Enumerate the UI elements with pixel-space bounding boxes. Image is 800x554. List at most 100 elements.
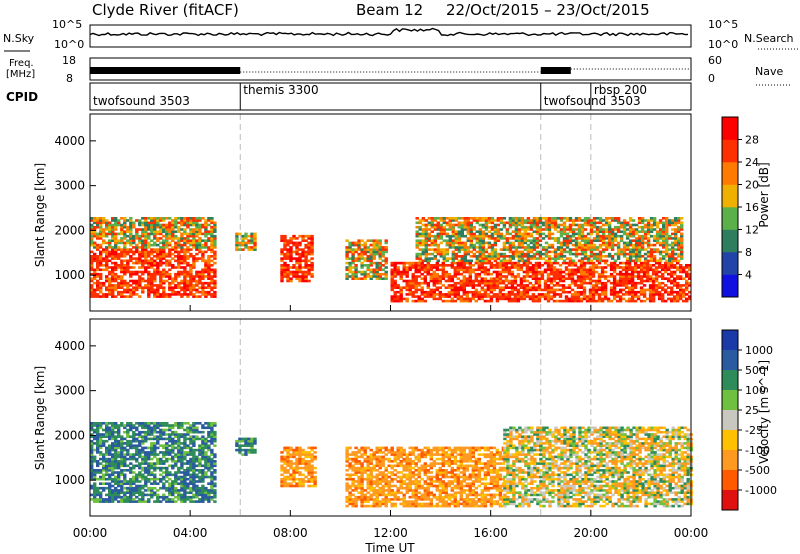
echo-cell (606, 275, 611, 278)
echo-cell (612, 261, 617, 265)
echo-cell (183, 266, 187, 269)
echo-cell (357, 241, 361, 245)
echo-cell (408, 264, 412, 267)
echo-cell (90, 237, 94, 240)
echo-cell (183, 442, 187, 445)
echo-cell (499, 259, 504, 263)
echo-cell (180, 246, 184, 249)
echo-cell (480, 277, 484, 280)
echo-cell (363, 248, 367, 251)
echo-cell (132, 435, 136, 438)
echo-cell (129, 480, 133, 483)
echo-cell (598, 234, 603, 238)
echo-cell (244, 246, 248, 249)
echo-cell (117, 451, 121, 454)
echo-cell (463, 217, 467, 220)
echo-cell (471, 297, 475, 301)
echo-cell (168, 493, 172, 497)
echo-cell (132, 486, 136, 490)
echo-cell (393, 281, 397, 285)
echo-cell (670, 297, 674, 301)
echo-cell (90, 475, 94, 479)
echo-cell (114, 482, 118, 485)
echo-cell (613, 243, 618, 247)
echo-cell (147, 469, 151, 472)
echo-cell (567, 268, 572, 272)
echo-cell (526, 243, 531, 247)
echo-cell (99, 246, 103, 249)
echo-cell (643, 232, 648, 236)
echo-cell (180, 433, 184, 436)
echo-cell (162, 290, 166, 294)
echo-cell (90, 268, 94, 272)
echo-cell (677, 248, 681, 251)
echo-cell (189, 426, 193, 430)
echo-cell (567, 299, 572, 303)
echo-cell (210, 221, 214, 225)
echo-cell (298, 243, 302, 247)
echo-cell (147, 453, 151, 456)
echo-cell (646, 250, 651, 254)
echo-cell (399, 299, 403, 303)
echo-cell (102, 293, 106, 296)
echo-cell (664, 266, 668, 269)
echo-cell (135, 489, 139, 492)
echo-cell (420, 293, 424, 296)
echo-cell (646, 225, 651, 229)
echo-cell (90, 484, 94, 488)
echo-cell (132, 489, 136, 492)
echo-cell (105, 473, 109, 477)
echo-cell (627, 261, 632, 265)
echo-cell (677, 252, 681, 256)
echo-cell (508, 232, 513, 236)
echo-cell (661, 264, 665, 267)
echo-cell (189, 228, 193, 231)
echo-cell (630, 295, 635, 298)
echo-cell (123, 426, 127, 430)
echo-cell (609, 293, 614, 296)
echo-cell (90, 477, 94, 481)
echo-cell (375, 272, 379, 276)
echo-cell (301, 250, 305, 254)
echo-cell (513, 261, 518, 265)
echo-cell (429, 288, 433, 292)
echo-cell (652, 257, 657, 260)
echo-cell (486, 293, 491, 296)
echo-cell (474, 290, 478, 294)
echo-cell (168, 221, 172, 225)
echo-cell (114, 223, 118, 227)
echo-cell (517, 259, 522, 263)
echo-cell (156, 293, 160, 296)
echo-cell (111, 466, 115, 470)
echo-cell (165, 232, 169, 236)
echo-cell (183, 230, 187, 233)
echo-cell (141, 272, 145, 276)
echo-cell (345, 257, 349, 260)
echo-cell (589, 252, 594, 256)
echo-cell (141, 217, 145, 220)
echo-cell (366, 275, 370, 278)
echo-cell (93, 486, 97, 490)
echo-cell (351, 255, 355, 258)
echo-cell (445, 259, 449, 263)
echo-cell (171, 489, 175, 492)
echo-cell (588, 272, 593, 276)
echo-cell (90, 451, 94, 454)
echo-cell (168, 241, 172, 245)
echo-cell (618, 277, 623, 280)
echo-cell (138, 500, 142, 503)
echo-cell (153, 221, 157, 225)
echo-cell (433, 223, 437, 227)
echo-cell (210, 275, 214, 278)
echo-cell (645, 270, 650, 274)
echo-cell (132, 270, 136, 274)
echo-cell (99, 426, 103, 430)
echo-cell (117, 293, 121, 296)
echo-cell (481, 257, 486, 260)
echo-cell (147, 293, 151, 296)
echo-cell (468, 268, 472, 272)
echo-cell (531, 266, 536, 269)
echo-cell (192, 237, 196, 240)
echo-cell (665, 259, 669, 263)
echo-cell (472, 237, 476, 240)
